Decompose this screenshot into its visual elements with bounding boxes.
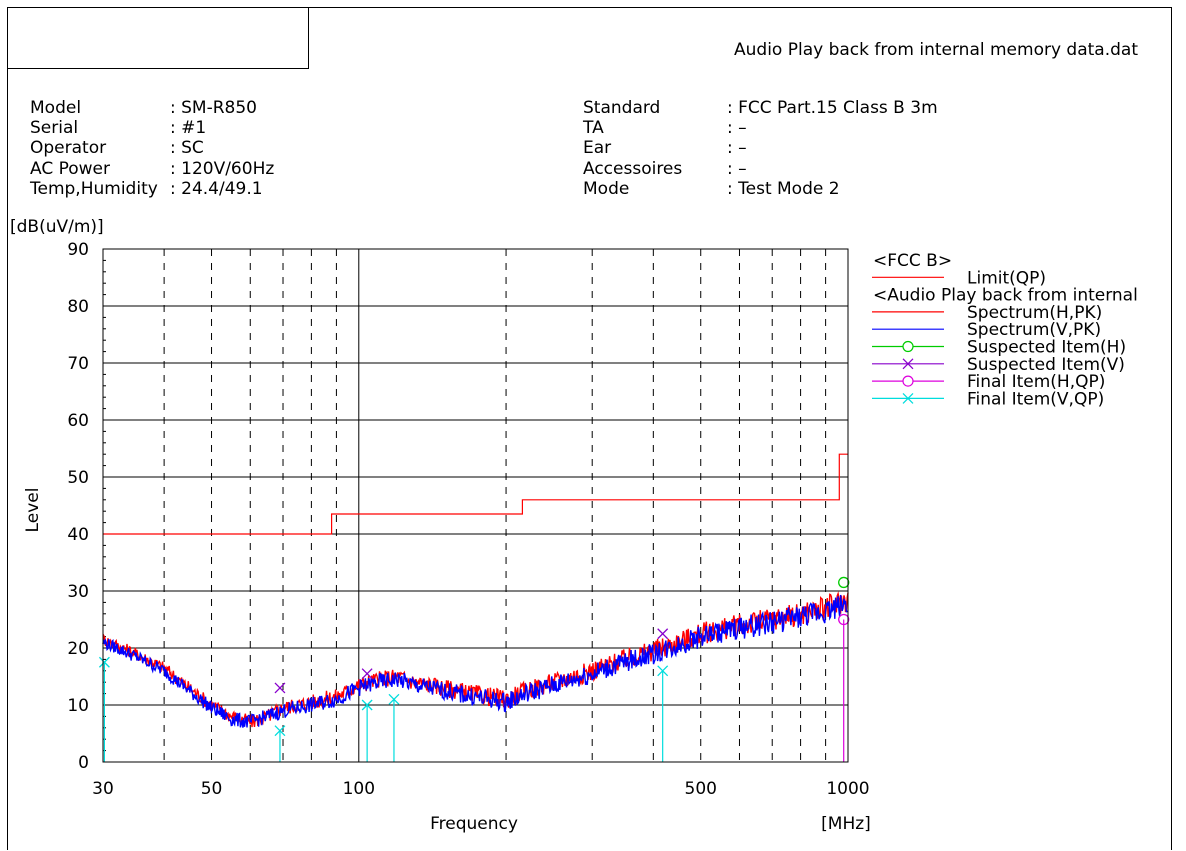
info-row-ear: Ear : – [583,138,938,158]
info-key: Ear [583,138,612,159]
y-tick-label: 60 [67,411,89,431]
final-item-v-marker [361,699,373,711]
suspected-item-v-marker [274,682,286,694]
legend-label: Final Item(H,QP) [967,372,1105,392]
info-value: : Test Mode 2 [727,178,840,199]
legend-x-marker [902,392,914,404]
y-tick-label: 90 [67,240,89,260]
legend-label: Suspected Item(V) [967,355,1125,375]
final-item-v-marker [657,665,669,677]
info-left: Model : SM-R850 Serial : #1 Operator : SC A… [30,98,274,199]
y-tick-label: 80 [67,297,89,317]
marker-stroke [657,665,669,677]
legend-x-marker [902,358,914,370]
info-key: AC Power [30,158,111,179]
info-row-temp-humidity: Temp,Humidity : 24.4/49.1 [30,179,274,199]
info-row-operator: Operator : SC [30,138,274,158]
y-tick-label: 0 [78,753,89,773]
legend-label: Spectrum(H,PK) [967,303,1102,323]
logo-box [7,7,309,69]
x-tick-label: 50 [201,779,223,799]
final-item-v-marker [98,656,110,668]
y-unit-label: [dB(uV/m)] [10,217,104,237]
info-row-mode: Mode : Test Mode 2 [583,179,938,199]
y-tick-label: 40 [67,525,89,545]
chart-axis-labels: [dB(uV/m)] Level Frequency [MHz] [10,217,871,834]
y-tick-label: 70 [67,354,89,374]
chart-series [102,453,849,728]
chart-markers [98,576,850,762]
info-key: TA [583,118,604,139]
legend-label: Spectrum(V,PK) [967,320,1101,340]
info-key: Standard [583,98,661,118]
info-key: Mode [583,178,630,199]
legend-circle-marker [902,340,914,353]
y-axis-label: Level [23,488,43,533]
chart-legend: <FCC B> Limit(QP)<Audio Play back from in… [872,251,1138,409]
marker-stroke [274,725,286,737]
legend-label: Suspected Item(H) [967,338,1126,358]
legend-header: <FCC B> [873,251,952,271]
legend-header: <Audio Play back from internal [873,286,1138,306]
info-value: : – [727,138,747,159]
info-row-ac-power: AC Power : 120V/60Hz [30,159,274,179]
marker-stroke [98,656,110,668]
marker-stroke [388,693,400,705]
marker-stroke [274,682,286,694]
info-key: Model [30,98,82,118]
info-row-accessoires: Accessoires : – [583,159,938,179]
info-value: : – [727,118,747,139]
final-item-v-marker [388,693,400,705]
final-item-h-marker [838,613,850,626]
report-frame [7,7,1172,850]
x-tick-label: 500 [685,779,717,799]
info-row-standard: Standard : FCC Part.15 Class B 3m [583,98,938,118]
marker-stroke [361,699,373,711]
x-axis-label: Frequency [430,814,518,834]
chart-ticks: 0 10 20 30 40 50 60 70 80 90 30 50 100 500 1000 [67,240,869,799]
y-tick-label: 20 [67,639,89,659]
info-value: : #1 [170,118,207,139]
marker-stroke [361,668,373,680]
final-item-v-marker [274,725,286,737]
marker-stroke [657,628,669,640]
suspected-item-v-marker [361,668,373,680]
info-value: : 120V/60Hz [170,158,275,179]
info-value: : SM-R850 [170,98,257,118]
report-title: Audio Play back from internal memory dat… [734,40,1138,60]
x-unit-label: [MHz] [821,814,871,834]
x-tick-label: 100 [343,779,375,799]
legend-label: Final Item(V,QP) [967,389,1104,409]
info-key: Serial [30,118,79,139]
info-row-ta: TA : – [583,118,938,138]
info-row-serial: Serial : #1 [30,118,274,138]
info-value: : FCC Part.15 Class B 3m [727,98,938,118]
x-tick-label: 1000 [826,779,869,799]
legend-circle-marker [902,375,914,387]
series-spectrum-v-line [102,594,849,728]
info-value: : SC [170,138,204,159]
plot-border [102,248,849,763]
y-tick-label: 10 [67,696,89,716]
y-tick-label: 30 [67,582,89,602]
suspected-item-h-marker [838,576,850,589]
y-tick-label: 50 [67,468,89,488]
info-key: Operator [30,138,107,159]
chart-grid [103,248,848,763]
info-value: : 24.4/49.1 [170,178,263,199]
info-key: Temp,Humidity [30,178,158,199]
info-key: Accessoires [583,158,683,179]
suspected-item-v-marker [657,628,669,640]
info-value: : – [727,158,747,179]
legend-label: Limit(QP) [967,268,1046,288]
series-limit-line [103,453,848,535]
info-right: Standard : FCC Part.15 Class B 3m TA : – E… [583,98,938,199]
x-tick-label: 30 [92,779,114,799]
info-row-model: Model : SM-R850 [30,98,274,118]
